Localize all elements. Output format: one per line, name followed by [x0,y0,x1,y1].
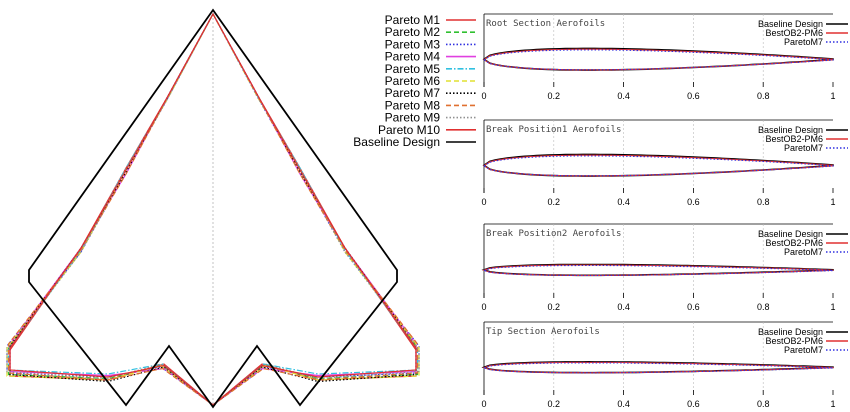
aerofoil-panel-3: 0 0.2 0.4 0.6 0.8 1 Break Position2 Aerofoils B… [481,223,848,312]
aerofoil-legend-label-paretom7: ParetoM7 [784,247,823,257]
panel-tick-label: 0 [481,91,486,101]
aerofoil-charts: 0 0.2 0.4 0.6 0.8 1 Root Section Aerofoils Base… [481,13,848,409]
aerofoil-legend-label-bestob2-pm6: BestOB2-PM6 [765,238,823,248]
aerofoil-baseline-design [482,47,834,71]
planform-series-pareto-m9 [6,12,420,406]
panel-tick-label: 0.6 [687,91,700,101]
aerofoil-panel-title: Tip Section Aerofoils [486,327,600,337]
aerofoil-panel-title: Break Position2 Aerofoils [486,229,621,239]
panel-tick-label: 1 [830,91,835,101]
aerofoil-legend-label-bestob2-pm6: BestOB2-PM6 [765,28,823,38]
panel-tick-label: 0 [481,302,486,312]
panel-tick-label: 0.2 [548,302,561,312]
panel-tick-label: 1 [830,197,835,207]
panel-tick-label: 0.2 [548,399,561,409]
panel-tick-label: 0.4 [617,399,630,409]
aerofoil-panels: 0 0.2 0.4 0.6 0.8 1 Root Section Aerofoils Base… [481,13,848,409]
aerofoil-bestob2-pm6 [482,264,834,276]
planform-series-baseline-design [28,8,398,409]
planform-legend-label-pareto-m8: Pareto M8 [385,98,441,112]
planform-legend-label-pareto-m6: Pareto M6 [385,74,441,88]
panel-tick-label: 0.6 [687,197,700,207]
planform-legend-label-pareto-m9: Pareto M9 [385,111,441,125]
panel-tick-label: 0.8 [757,399,770,409]
aerofoil-legend-label-baseline-design: Baseline Design [758,327,823,337]
aerofoil-panel-2: 0 0.2 0.4 0.6 0.8 1 Break Position1 Aerofoils B… [481,119,848,207]
planform-series-pareto-m10 [9,12,417,406]
panel-tick-label: 0.4 [617,197,630,207]
planform-lines [6,8,420,409]
aerofoil-legend-label-baseline-design: Baseline Design [758,229,823,239]
panel-tick-label: 0.6 [687,399,700,409]
panel-tick-label: 0.2 [548,197,561,207]
aerofoil-legend-label-paretom7: ParetoM7 [784,143,823,153]
planform-legend-label-pareto-m10: Pareto M10 [378,123,440,137]
panel-tick-label: 0.4 [617,91,630,101]
panel-tick-label: 0.8 [757,197,770,207]
panel-tick-label: 0 [481,399,486,409]
panel-tick-label: 0.2 [548,91,561,101]
aerofoil-baseline-design [482,153,834,177]
aerofoil-panel-title: Root Section Aerofoils [486,19,605,29]
panel-tick-label: 0.4 [617,302,630,312]
aerofoil-paretom7 [482,155,834,177]
planform-legend-label-pareto-m7: Pareto M7 [385,86,441,100]
panel-tick-label: 0.8 [757,302,770,312]
aerofoil-paretom7 [482,49,834,71]
aerofoil-panel-4: 0 0.2 0.4 0.6 0.8 1 Tip Section Aerofoils Basel… [481,321,848,409]
aerofoil-paretom7 [482,362,834,374]
planform-legend-label-baseline-design: Baseline Design [353,135,440,149]
aerofoil-bestob2-pm6 [482,154,834,177]
aerofoil-legend-label-bestob2-pm6: BestOB2-PM6 [765,336,823,346]
aerofoil-bestob2-pm6 [482,48,834,71]
panel-tick-label: 0.6 [687,302,700,312]
aerofoil-legend-label-paretom7: ParetoM7 [784,37,823,47]
planform-legend-label-pareto-m1: Pareto M1 [385,13,441,27]
aerofoil-legend-label-baseline-design: Baseline Design [758,125,823,135]
panel-tick-label: 1 [830,399,835,409]
planform-legend-label-pareto-m2: Pareto M2 [385,25,441,39]
aerofoil-panel-1: 0 0.2 0.4 0.6 0.8 1 Root Section Aerofoils Base… [481,13,848,101]
planform-legend-label-pareto-m3: Pareto M3 [385,37,441,51]
aerofoil-panel-title: Break Position1 Aerofoils [486,125,621,135]
panel-tick-label: 0.8 [757,91,770,101]
planform-legend-label-pareto-m4: Pareto M4 [385,50,441,64]
aerofoil-legend-label-baseline-design: Baseline Design [758,19,823,29]
aerofoil-legend-label-bestob2-pm6: BestOB2-PM6 [765,134,823,144]
aerofoil-legend-label-paretom7: ParetoM7 [784,345,823,355]
panel-tick-label: 1 [830,302,835,312]
panel-tick-label: 0 [481,197,486,207]
aerofoil-paretom7 [482,264,834,277]
planform-legend-label-pareto-m5: Pareto M5 [385,62,441,76]
